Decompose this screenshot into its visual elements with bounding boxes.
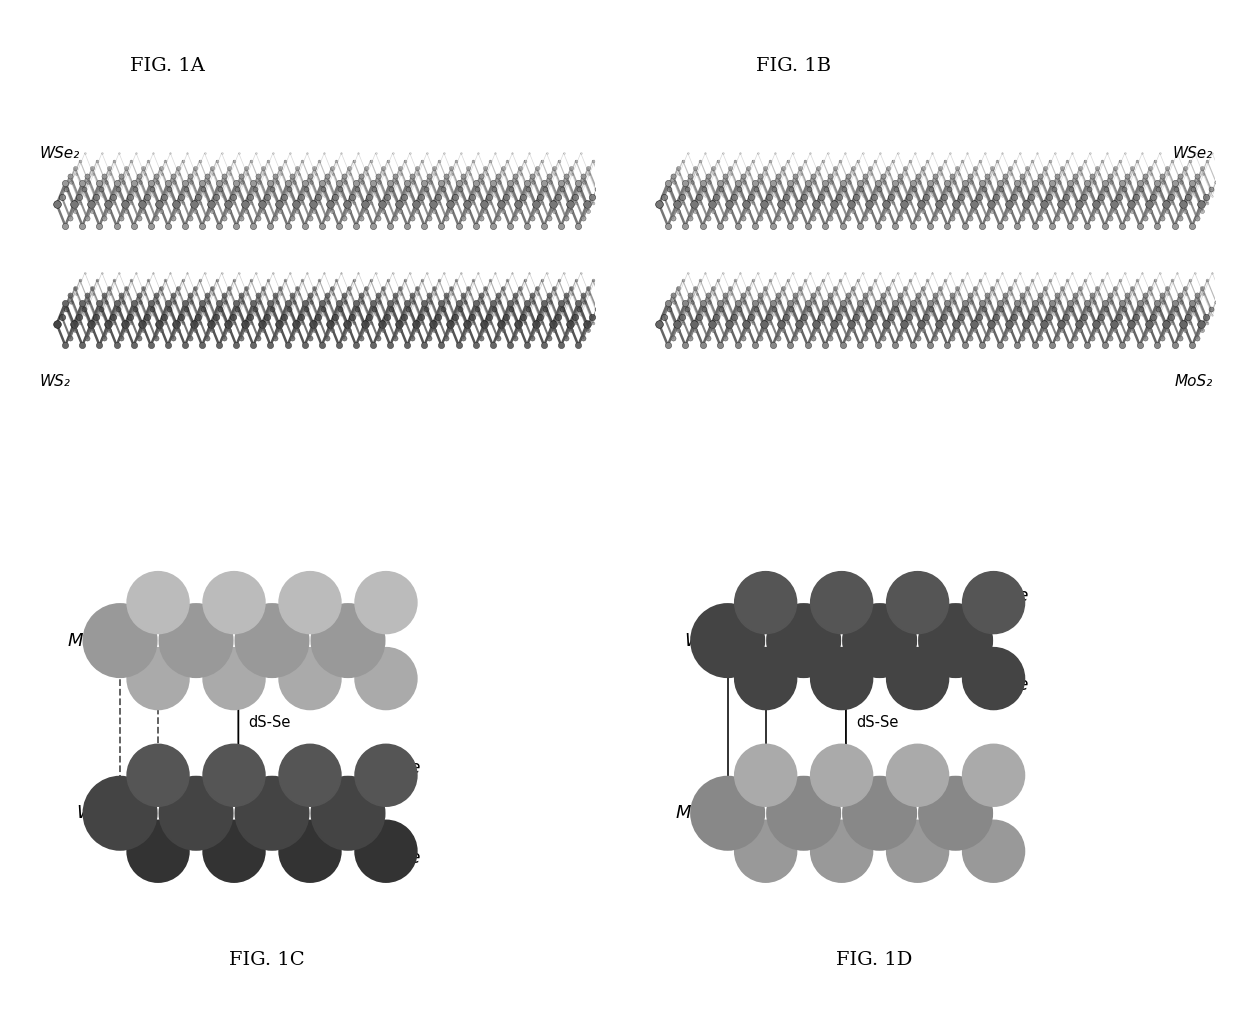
Circle shape — [311, 604, 384, 678]
Circle shape — [279, 821, 341, 882]
Circle shape — [355, 648, 417, 710]
Circle shape — [160, 604, 233, 678]
Circle shape — [236, 604, 309, 678]
Circle shape — [919, 777, 992, 850]
Text: WS₂: WS₂ — [40, 374, 71, 390]
Text: S: S — [399, 586, 410, 605]
Circle shape — [843, 604, 916, 678]
Text: S: S — [1007, 759, 1018, 777]
Circle shape — [811, 648, 873, 710]
Circle shape — [691, 777, 764, 850]
Text: FIG. 1D: FIG. 1D — [836, 951, 913, 969]
Circle shape — [962, 821, 1024, 882]
Text: dS-Se: dS-Se — [857, 715, 899, 730]
Text: W: W — [684, 632, 702, 650]
Circle shape — [735, 821, 796, 882]
Text: WSe₂: WSe₂ — [40, 146, 81, 161]
Text: WSe₂: WSe₂ — [1172, 146, 1213, 161]
Circle shape — [919, 604, 992, 678]
Circle shape — [203, 648, 265, 710]
Circle shape — [735, 648, 796, 710]
Text: dS-Se: dS-Se — [249, 715, 291, 730]
Circle shape — [279, 745, 341, 806]
Text: W: W — [77, 804, 94, 823]
Circle shape — [811, 821, 873, 882]
Circle shape — [811, 745, 873, 806]
Circle shape — [128, 648, 188, 710]
Circle shape — [355, 572, 417, 633]
Circle shape — [83, 604, 156, 678]
Circle shape — [962, 648, 1024, 710]
Circle shape — [887, 745, 949, 806]
Text: Se: Se — [1007, 586, 1029, 605]
Circle shape — [83, 777, 156, 850]
Circle shape — [311, 777, 384, 850]
Circle shape — [128, 572, 188, 633]
Circle shape — [279, 648, 341, 710]
Text: Mo: Mo — [676, 804, 702, 823]
Text: MoS₂: MoS₂ — [1174, 374, 1213, 390]
Circle shape — [735, 572, 796, 633]
Text: S: S — [399, 677, 410, 694]
Text: Se: Se — [1007, 677, 1029, 694]
Text: FIG. 1C: FIG. 1C — [229, 951, 305, 969]
Text: s: s — [1007, 850, 1016, 867]
Text: Se: Se — [399, 759, 422, 777]
Circle shape — [128, 745, 188, 806]
Circle shape — [962, 572, 1024, 633]
Text: FIG. 1B: FIG. 1B — [756, 57, 831, 75]
Circle shape — [203, 745, 265, 806]
Circle shape — [236, 777, 309, 850]
Circle shape — [735, 745, 796, 806]
Circle shape — [355, 821, 417, 882]
Circle shape — [768, 777, 841, 850]
Circle shape — [887, 821, 949, 882]
Circle shape — [768, 604, 841, 678]
Circle shape — [691, 604, 764, 678]
Text: FIG. 1A: FIG. 1A — [130, 57, 205, 75]
Text: Mo: Mo — [68, 632, 94, 650]
Circle shape — [962, 745, 1024, 806]
Circle shape — [128, 821, 188, 882]
Circle shape — [843, 777, 916, 850]
Circle shape — [203, 821, 265, 882]
Circle shape — [203, 572, 265, 633]
Circle shape — [887, 572, 949, 633]
Circle shape — [355, 745, 417, 806]
Circle shape — [279, 572, 341, 633]
Circle shape — [160, 777, 233, 850]
Circle shape — [887, 648, 949, 710]
Text: Se: Se — [399, 850, 422, 867]
Circle shape — [811, 572, 873, 633]
